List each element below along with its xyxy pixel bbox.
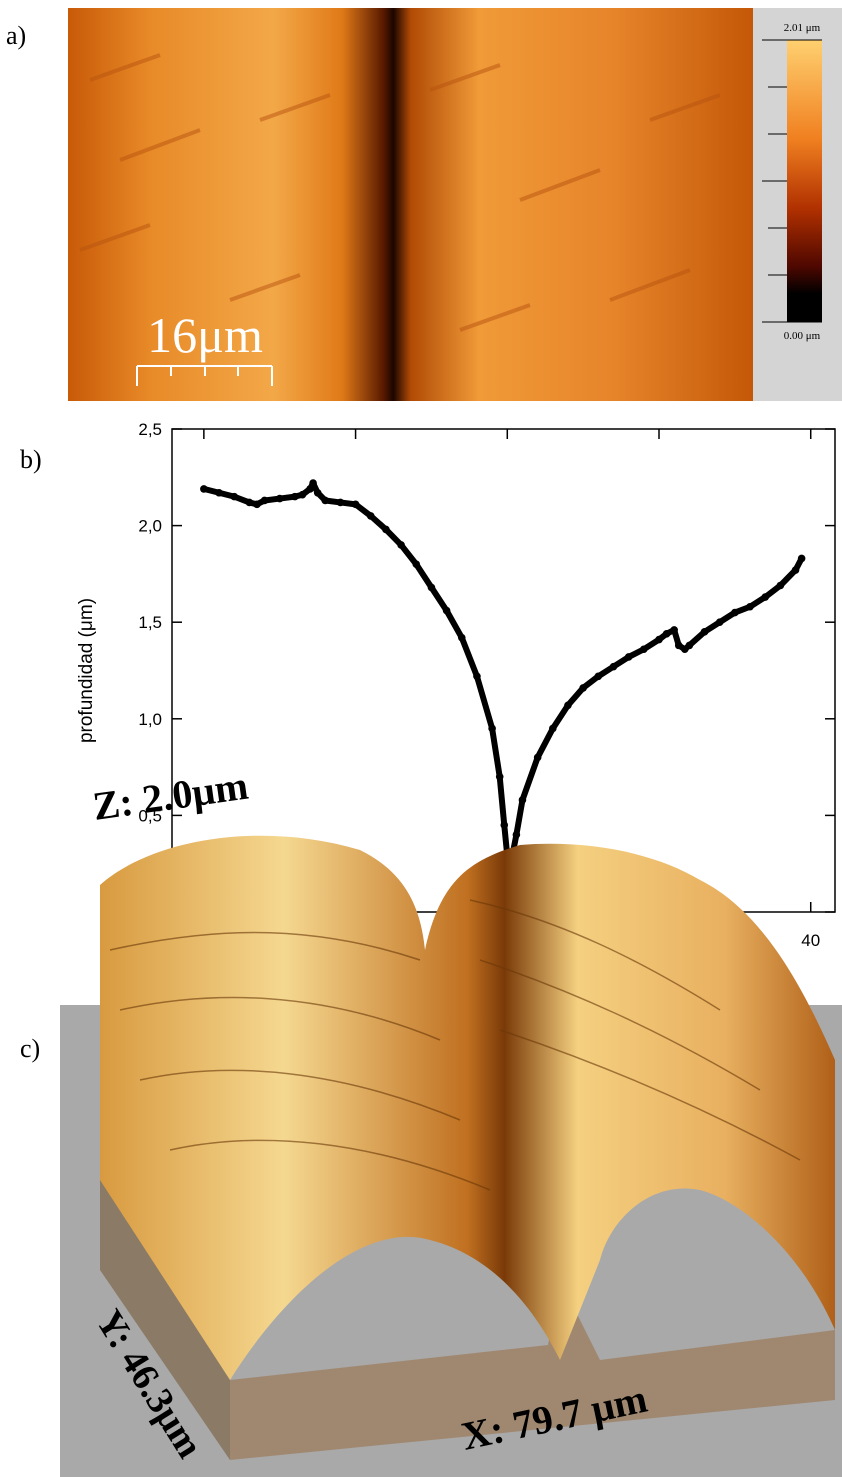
data-point [412,560,421,569]
data-point [366,512,375,520]
colorbar [787,40,822,322]
data-point [518,796,527,804]
data-point [488,724,496,733]
data-point [715,618,724,626]
data-point [533,753,542,762]
data-point [230,492,239,501]
panel-label: b) [20,445,42,474]
x-tick-label: 40 [801,931,820,950]
data-point [495,772,504,781]
data-point [797,554,806,563]
data-point [674,641,683,650]
data-point [655,635,663,644]
data-point [313,488,322,497]
data-point [662,629,671,638]
data-point [579,684,587,692]
data-point [549,724,557,733]
data-point [791,566,800,574]
colorbar-min: 0.00 μm [784,330,821,342]
data-point [382,525,390,534]
data-point [594,672,603,681]
data-point [746,602,754,611]
colorbar-max: 2.01 μm [784,22,821,34]
y-axis-title: profundidad (μm) [76,598,97,743]
data-point [700,628,709,636]
panel-label: c) [20,1034,40,1063]
data-point [731,608,739,617]
data-point [670,626,678,634]
data-point [685,641,694,650]
data-point [442,606,451,615]
data-point [245,498,254,507]
data-point [397,541,405,549]
data-point [309,479,317,487]
block-front [230,1280,835,1460]
data-point [457,633,466,642]
z-axis-label: Z: 2.0μm [90,763,251,829]
scale-bar [136,365,273,386]
surface-ridges [109,899,801,1191]
data-trace [203,480,805,861]
y-tick-label: 2,0 [138,517,162,536]
data-point [351,500,360,509]
surface-streaks [79,53,721,332]
data-point [253,500,261,509]
data-point [260,496,269,505]
scale-bar-label: 16μm [147,307,263,363]
data-point [512,830,521,839]
data-point [564,701,572,710]
data-point [306,485,314,493]
data-point [336,498,345,507]
y-tick-label: 0,5 [138,806,162,825]
surface [100,835,835,1380]
data-point [215,488,223,497]
afm-image [68,8,753,401]
y-tick-label: 1,5 [138,613,162,632]
data-point [427,583,436,592]
data-point [200,485,208,493]
data-point [321,496,330,505]
y-tick-label: 2,5 [138,420,162,439]
colorbar-ticks [762,39,822,323]
data-point [473,672,481,681]
data-point [275,494,284,503]
data-point [776,581,785,590]
data-point [500,821,509,829]
data-point [609,662,618,671]
data-point [298,490,307,499]
panel-label: a) [6,21,26,50]
data-point [624,653,633,661]
data-point [640,645,648,654]
data-point [291,492,299,501]
y-tick-label: 1,0 [138,710,162,729]
data-point [761,593,770,601]
